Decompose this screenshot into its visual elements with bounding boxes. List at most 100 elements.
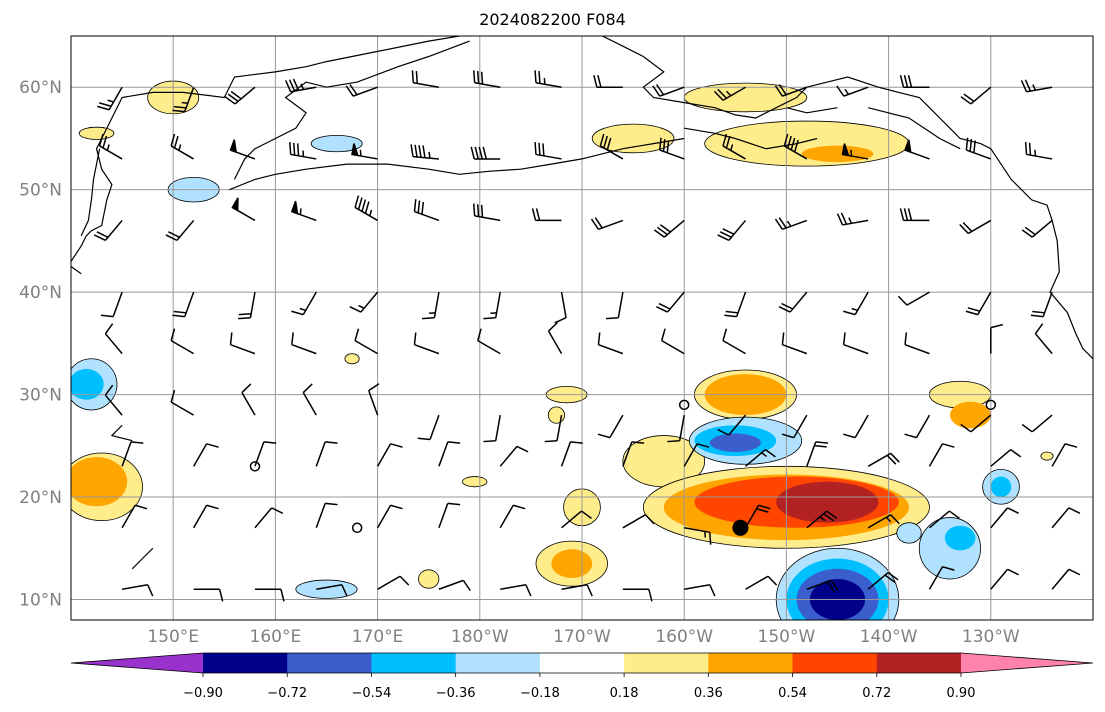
anomaly-contour bbox=[295, 579, 358, 599]
wind-barb bbox=[531, 208, 562, 222]
wind-barb bbox=[781, 332, 808, 355]
coastline bbox=[229, 137, 685, 191]
wind-barb bbox=[959, 219, 992, 235]
wind-barb bbox=[659, 137, 685, 160]
wind-barb bbox=[867, 452, 900, 467]
wind-barb bbox=[1051, 443, 1078, 467]
wind-barb bbox=[717, 414, 747, 436]
wind-barb bbox=[842, 332, 869, 355]
wind-barb bbox=[904, 414, 931, 439]
wind-barb bbox=[653, 219, 685, 238]
wind-barb bbox=[1021, 414, 1053, 433]
wind-barb bbox=[534, 70, 562, 88]
wind-barb bbox=[990, 448, 1022, 467]
wind-barb bbox=[97, 86, 123, 111]
wind-barb bbox=[354, 195, 378, 222]
wind-barb bbox=[965, 291, 992, 316]
lat-label: 10°N bbox=[19, 591, 62, 611]
map-title: 2024082200 F084 bbox=[479, 10, 626, 29]
coastline bbox=[80, 148, 101, 237]
wind-barb bbox=[284, 78, 317, 93]
wind-barb bbox=[413, 332, 440, 355]
wind-barb bbox=[477, 328, 501, 355]
colorbar-segment bbox=[792, 653, 878, 673]
wind-barb bbox=[231, 197, 256, 222]
wind-barb bbox=[667, 414, 685, 443]
wind-barb bbox=[193, 588, 224, 602]
wind-barb bbox=[290, 200, 317, 222]
wind-barb bbox=[291, 332, 317, 355]
lon-label: 150°E bbox=[147, 627, 199, 647]
anomaly-contour bbox=[704, 120, 910, 167]
wind-barb bbox=[483, 292, 501, 320]
wind-barb bbox=[100, 291, 123, 318]
anomaly-contour bbox=[944, 525, 976, 551]
wind-barb bbox=[368, 383, 380, 416]
wind-barb bbox=[1030, 291, 1053, 318]
wind-barb bbox=[315, 441, 338, 467]
wind-barb bbox=[172, 86, 195, 113]
calm-wind-marker bbox=[678, 399, 690, 411]
wind-barb bbox=[724, 291, 747, 318]
wind-barb bbox=[473, 203, 501, 222]
wind-barb bbox=[104, 384, 123, 416]
wind-barb bbox=[960, 414, 992, 433]
wind-barb bbox=[315, 502, 338, 529]
wind-barb bbox=[806, 579, 839, 593]
wind-barb bbox=[345, 84, 378, 97]
lon-label: 130°W bbox=[962, 627, 1020, 647]
wind-barb bbox=[483, 414, 501, 443]
coastline bbox=[71, 266, 82, 275]
wind-barb bbox=[499, 445, 529, 467]
wind-barb bbox=[843, 291, 869, 316]
colorbar-tick-label: 0.18 bbox=[610, 686, 639, 701]
plot-frame bbox=[70, 35, 1094, 621]
lon-label: 150°W bbox=[758, 627, 816, 647]
wind-barb bbox=[413, 199, 440, 222]
wind-barb bbox=[593, 75, 623, 88]
coastline bbox=[71, 36, 460, 262]
colorbar-segment bbox=[371, 653, 457, 673]
wind-barb bbox=[316, 584, 348, 597]
wind-barb bbox=[438, 441, 461, 467]
wind-barb bbox=[745, 448, 776, 467]
wind-barb bbox=[1021, 219, 1053, 238]
wind-barb bbox=[377, 575, 410, 590]
wind-barb bbox=[289, 142, 317, 160]
coastline bbox=[868, 107, 961, 150]
coastline bbox=[110, 424, 133, 442]
wind-barb bbox=[560, 441, 583, 467]
coastline bbox=[684, 127, 818, 150]
wind-barb bbox=[302, 383, 317, 416]
wind-barb bbox=[170, 328, 195, 355]
wind-barb bbox=[590, 217, 624, 231]
colorbar-segment bbox=[708, 653, 794, 673]
wind-barb bbox=[170, 133, 195, 160]
wind-barb bbox=[544, 414, 563, 443]
anomaly-contour bbox=[547, 406, 566, 424]
colorbar-tick-label: 0.36 bbox=[694, 686, 723, 701]
coastline bbox=[602, 36, 1093, 360]
wind-barb bbox=[684, 527, 712, 545]
anomaly-contour bbox=[78, 126, 115, 140]
coastlines bbox=[71, 36, 1093, 570]
storm-center-marker bbox=[732, 519, 749, 536]
wind-barb bbox=[291, 291, 317, 316]
lat-label: 50°N bbox=[19, 181, 62, 201]
wind-barb bbox=[622, 441, 645, 467]
wind-barb bbox=[745, 575, 778, 590]
wind-barb bbox=[836, 212, 869, 226]
wind-barb bbox=[349, 291, 379, 313]
wind-barb bbox=[605, 292, 624, 320]
anomaly-contour bbox=[776, 481, 879, 523]
anomaly-contour bbox=[344, 353, 360, 365]
wind-barb bbox=[652, 84, 685, 97]
wind-barb bbox=[438, 502, 461, 529]
colorbar-segment bbox=[624, 653, 709, 673]
wind-barb bbox=[774, 217, 808, 231]
wind-barb bbox=[224, 86, 256, 105]
anomaly-contour bbox=[949, 401, 991, 429]
anomaly-contour bbox=[918, 517, 981, 580]
wind-barb bbox=[897, 291, 930, 306]
